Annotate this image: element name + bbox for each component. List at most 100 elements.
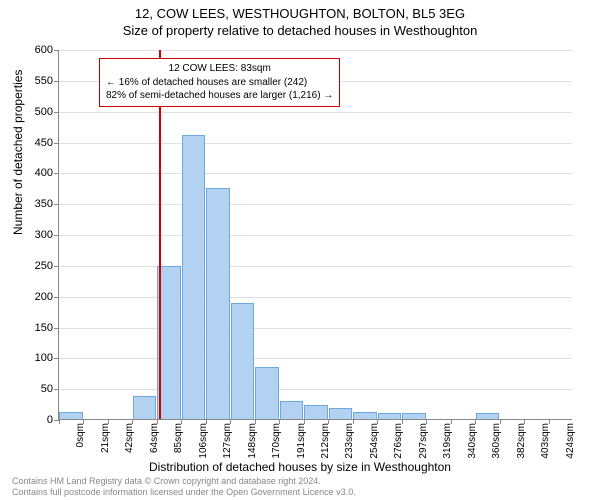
xtick-mark bbox=[500, 419, 501, 424]
xtick-label: 148sqm bbox=[247, 423, 258, 459]
ytick-mark bbox=[54, 112, 59, 113]
xtick-label: 127sqm bbox=[222, 423, 233, 459]
ytick-label: 400 bbox=[35, 167, 53, 179]
ytick-mark bbox=[54, 235, 59, 236]
ytick-label: 250 bbox=[35, 260, 53, 272]
xtick-mark bbox=[206, 419, 207, 424]
gridline bbox=[59, 143, 572, 144]
xtick-mark bbox=[377, 419, 378, 424]
xtick-label: 21sqm bbox=[100, 423, 111, 453]
gridline bbox=[59, 112, 572, 113]
ytick-label: 0 bbox=[47, 414, 53, 426]
xtick-label: 319sqm bbox=[442, 423, 453, 459]
xtick-mark bbox=[524, 419, 525, 424]
ytick-mark bbox=[54, 143, 59, 144]
ytick-label: 500 bbox=[35, 106, 53, 118]
xtick-mark bbox=[279, 419, 280, 424]
histogram-bar bbox=[476, 413, 499, 419]
xtick-label: 64sqm bbox=[149, 423, 160, 453]
ytick-mark bbox=[54, 204, 59, 205]
ytick-label: 450 bbox=[35, 137, 53, 149]
xtick-mark bbox=[549, 419, 550, 424]
gridline bbox=[59, 389, 572, 390]
xtick-mark bbox=[475, 419, 476, 424]
histogram-bar bbox=[255, 367, 278, 419]
xtick-mark bbox=[59, 419, 60, 424]
ytick-mark bbox=[54, 81, 59, 82]
histogram-bar bbox=[353, 412, 376, 419]
xtick-label: 170sqm bbox=[271, 423, 282, 459]
ytick-label: 100 bbox=[35, 352, 53, 364]
xtick-label: 254sqm bbox=[369, 423, 380, 459]
annotation-line1: 12 COW LEES: 83sqm bbox=[106, 62, 333, 76]
annotation-line2: ← 16% of detached houses are smaller (24… bbox=[106, 76, 333, 90]
xtick-mark bbox=[304, 419, 305, 424]
gridline bbox=[59, 297, 572, 298]
footer-line2: Contains full postcode information licen… bbox=[12, 487, 356, 498]
ytick-label: 550 bbox=[35, 75, 53, 87]
ytick-label: 300 bbox=[35, 229, 53, 241]
xtick-mark bbox=[157, 419, 158, 424]
ytick-mark bbox=[54, 50, 59, 51]
xtick-label: 0sqm bbox=[75, 423, 86, 447]
xtick-mark bbox=[181, 419, 182, 424]
ytick-mark bbox=[54, 266, 59, 267]
xtick-label: 106sqm bbox=[198, 423, 209, 459]
xtick-mark bbox=[108, 419, 109, 424]
xtick-mark bbox=[426, 419, 427, 424]
ytick-label: 150 bbox=[35, 322, 53, 334]
annotation-line3: 82% of semi-detached houses are larger (… bbox=[106, 89, 333, 103]
xtick-mark bbox=[402, 419, 403, 424]
xtick-label: 212sqm bbox=[320, 423, 331, 459]
x-axis-label: Distribution of detached houses by size … bbox=[149, 460, 451, 474]
xtick-label: 403sqm bbox=[540, 423, 551, 459]
histogram-bar bbox=[329, 408, 352, 419]
ytick-mark bbox=[54, 328, 59, 329]
ytick-mark bbox=[54, 389, 59, 390]
ytick-label: 600 bbox=[35, 44, 53, 56]
footer-line1: Contains HM Land Registry data © Crown c… bbox=[12, 476, 356, 487]
xtick-label: 360sqm bbox=[491, 423, 502, 459]
y-axis-label: Number of detached properties bbox=[11, 70, 25, 235]
xtick-label: 85sqm bbox=[173, 423, 184, 453]
histogram-bar bbox=[304, 405, 327, 419]
ytick-label: 350 bbox=[35, 198, 53, 210]
xtick-label: 424sqm bbox=[565, 423, 576, 459]
histogram-bar bbox=[206, 188, 229, 419]
histogram-bar bbox=[59, 412, 82, 419]
footer-attribution: Contains HM Land Registry data © Crown c… bbox=[12, 476, 356, 498]
xtick-label: 382sqm bbox=[516, 423, 527, 459]
xtick-label: 42sqm bbox=[124, 423, 135, 453]
gridline bbox=[59, 328, 572, 329]
ytick-label: 200 bbox=[35, 291, 53, 303]
xtick-label: 297sqm bbox=[418, 423, 429, 459]
xtick-label: 233sqm bbox=[344, 423, 355, 459]
page-title-line1: 12, COW LEES, WESTHOUGHTON, BOLTON, BL5 … bbox=[0, 0, 600, 21]
histogram-bar bbox=[402, 413, 425, 419]
gridline bbox=[59, 50, 572, 51]
histogram-bar bbox=[280, 401, 303, 420]
ytick-mark bbox=[54, 297, 59, 298]
xtick-label: 340sqm bbox=[467, 423, 478, 459]
gridline bbox=[59, 173, 572, 174]
ytick-mark bbox=[54, 358, 59, 359]
histogram-bar bbox=[231, 303, 254, 419]
xtick-mark bbox=[353, 419, 354, 424]
xtick-mark bbox=[83, 419, 84, 424]
xtick-mark bbox=[230, 419, 231, 424]
xtick-mark bbox=[132, 419, 133, 424]
histogram-bar bbox=[133, 396, 156, 419]
gridline bbox=[59, 266, 572, 267]
histogram-bar bbox=[182, 135, 205, 419]
ytick-label: 50 bbox=[41, 383, 53, 395]
gridline bbox=[59, 235, 572, 236]
page-title-line2: Size of property relative to detached ho… bbox=[0, 21, 600, 38]
histogram-bar bbox=[378, 413, 401, 419]
gridline bbox=[59, 358, 572, 359]
xtick-label: 191sqm bbox=[296, 423, 307, 459]
xtick-mark bbox=[451, 419, 452, 424]
ytick-mark bbox=[54, 173, 59, 174]
annotation-box: 12 COW LEES: 83sqm← 16% of detached hous… bbox=[99, 58, 340, 107]
histogram-chart: 0501001502002503003504004505005506000sqm… bbox=[58, 50, 572, 420]
gridline bbox=[59, 204, 572, 205]
